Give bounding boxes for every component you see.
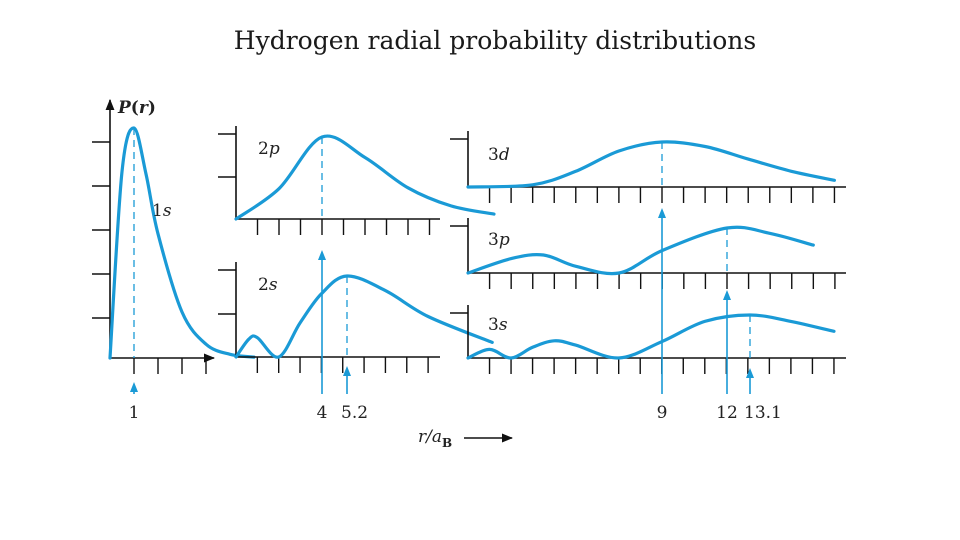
curve-1s xyxy=(108,126,256,360)
panel-3p: 3p xyxy=(450,218,846,289)
series-label-3p: 3p xyxy=(488,230,510,250)
y-axis-label: P(r) xyxy=(117,98,156,118)
x-axis-label: r/aB xyxy=(418,427,452,450)
panel-2p: 2p xyxy=(218,126,496,235)
panel-2s: 2s xyxy=(218,262,494,373)
slide-title: Hydrogen radial probability distribution… xyxy=(233,26,757,55)
peak-arrow-5.2: 5.2 xyxy=(341,366,368,423)
panels: 1s 2p 2s 3d 3p 3s xyxy=(92,98,846,374)
peak-value-9: 9 xyxy=(657,403,668,423)
series-label-3d: 3d xyxy=(488,145,510,165)
peak-arrow-13.1: 13.1 xyxy=(744,368,782,423)
peak-value-5.2: 5.2 xyxy=(341,403,368,423)
series-label-3s: 3s xyxy=(488,315,508,335)
axis-labels: P(r) r/aB xyxy=(117,98,514,450)
panel-3d: 3d xyxy=(450,131,846,203)
peak-value-4: 4 xyxy=(317,403,328,423)
curve-2p xyxy=(234,134,496,221)
curve-3p xyxy=(466,225,815,276)
series-label-1s: 1s xyxy=(152,201,172,221)
peak-arrow-4: 4 xyxy=(317,250,328,423)
series-label-2p: 2p xyxy=(258,139,280,159)
panel-3s: 3s xyxy=(450,305,846,374)
panel-1s: 1s xyxy=(92,98,256,374)
peak-arrow-12: 12 xyxy=(716,290,738,423)
peak-arrow-9: 9 xyxy=(657,208,668,423)
peak-value-13.1: 13.1 xyxy=(744,403,782,423)
peak-arrow-1: 1 xyxy=(129,382,140,423)
curve-3d xyxy=(466,140,836,189)
curve-3s xyxy=(466,313,836,360)
peak-arrows: 1 4 5.2 9 12 13.1 xyxy=(129,208,782,423)
curve-2s xyxy=(234,274,494,359)
peak-value-1: 1 xyxy=(129,403,140,423)
series-label-2s: 2s xyxy=(258,275,278,295)
peak-value-12: 12 xyxy=(716,403,738,423)
